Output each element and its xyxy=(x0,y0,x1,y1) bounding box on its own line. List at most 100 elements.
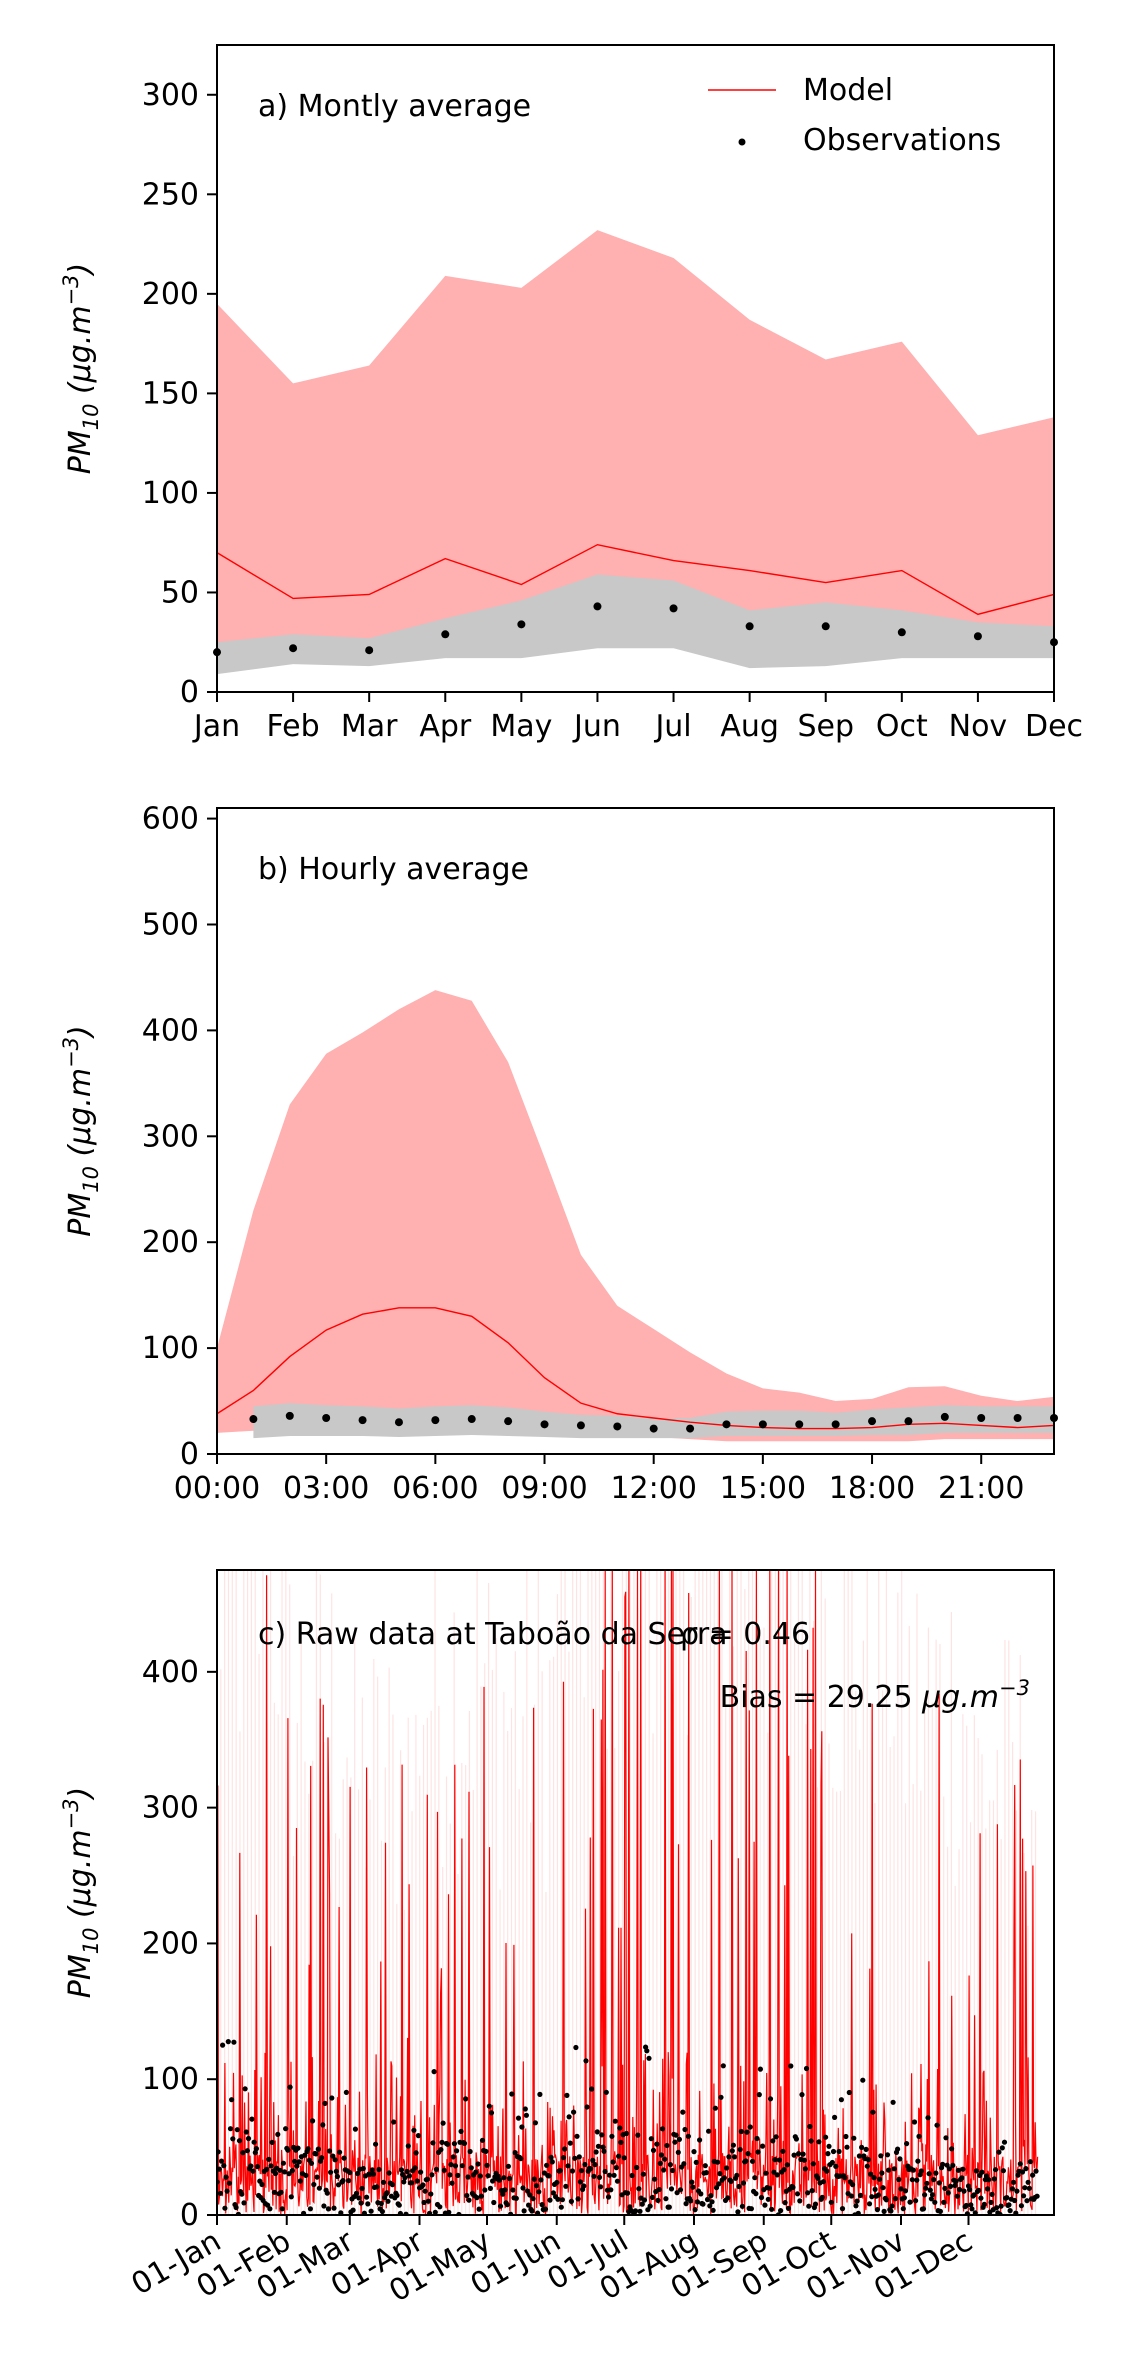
observation-point xyxy=(650,2147,657,2153)
observation-point xyxy=(728,2178,734,2184)
observation-point xyxy=(690,2184,696,2190)
observation-point xyxy=(745,2151,751,2157)
observation-point xyxy=(686,1424,695,1433)
observation-point xyxy=(347,2170,353,2176)
observation-point xyxy=(278,2189,284,2195)
x-tick-label: 00:00 xyxy=(174,1471,260,1506)
observation-point xyxy=(607,2172,613,2178)
observation-point xyxy=(594,2129,600,2135)
observation-point xyxy=(406,2173,412,2179)
observation-point xyxy=(877,2176,883,2182)
panel-c-ylabel: PM10 (μg.m−3) xyxy=(59,1787,103,1999)
observation-point xyxy=(961,2188,967,2194)
observation-point xyxy=(968,2202,974,2208)
observation-point xyxy=(721,2175,728,2181)
observation-point xyxy=(502,2187,508,2193)
observation-point xyxy=(807,2123,813,2130)
x-tick-label: Dec xyxy=(1025,709,1083,744)
observation-point xyxy=(517,620,526,629)
observation-point xyxy=(781,2167,787,2173)
observation-point xyxy=(496,2177,502,2183)
observation-point xyxy=(713,2185,720,2191)
observation-point xyxy=(904,1417,913,1426)
observation-point xyxy=(583,2058,589,2064)
observation-point xyxy=(558,2204,564,2210)
observation-point xyxy=(285,2147,291,2153)
observation-point xyxy=(593,602,602,611)
observation-point xyxy=(788,2063,794,2069)
observation-point xyxy=(799,2092,805,2098)
observation-point xyxy=(898,2186,904,2192)
observation-point xyxy=(805,2190,811,2196)
observation-point xyxy=(409,2180,415,2186)
observation-point xyxy=(524,2188,531,2194)
observation-point xyxy=(778,2208,784,2214)
panel-c-observations-series xyxy=(217,2039,1040,2215)
observation-point xyxy=(355,2170,361,2177)
observation-point xyxy=(881,2208,887,2214)
observation-point xyxy=(897,2156,903,2162)
model-range-band xyxy=(217,230,1054,653)
observation-point xyxy=(546,2173,552,2179)
observation-point xyxy=(819,2194,825,2200)
observation-point xyxy=(824,2168,830,2174)
observation-point xyxy=(573,2044,579,2051)
observation-point xyxy=(225,2039,231,2045)
observation-point xyxy=(708,2193,714,2199)
observation-point xyxy=(286,2171,292,2177)
observation-point xyxy=(320,2122,326,2128)
observation-point xyxy=(956,2186,963,2193)
observation-point xyxy=(869,2194,875,2200)
observation-point xyxy=(618,2139,624,2145)
observation-point xyxy=(488,2110,495,2116)
observation-point xyxy=(307,2206,313,2212)
observation-point xyxy=(896,2176,902,2183)
observation-point xyxy=(897,628,906,637)
observation-point xyxy=(946,2166,953,2172)
observation-point xyxy=(512,2150,518,2156)
observation-point xyxy=(364,2194,370,2200)
y-tick-label: 500 xyxy=(142,907,199,942)
observation-point xyxy=(704,2196,711,2203)
observation-point xyxy=(310,2118,316,2124)
observation-point xyxy=(924,2180,930,2186)
observation-point xyxy=(263,2166,270,2172)
observation-point xyxy=(440,2120,446,2126)
observation-point xyxy=(346,2178,352,2184)
observation-point xyxy=(468,2165,474,2171)
observation-point xyxy=(474,2195,480,2201)
observation-point xyxy=(538,2177,544,2183)
observation-point xyxy=(359,2185,365,2192)
observation-point xyxy=(992,2167,999,2173)
observation-point xyxy=(420,2182,426,2188)
legend-observations-swatch xyxy=(738,138,746,146)
observation-point xyxy=(497,2203,504,2209)
observation-point xyxy=(955,2167,962,2173)
observation-point xyxy=(376,2166,382,2173)
observation-point xyxy=(242,2086,248,2092)
observation-point xyxy=(1006,2202,1012,2208)
observation-point xyxy=(710,2207,716,2213)
observation-point xyxy=(428,2191,434,2197)
x-tick-label: 21:00 xyxy=(938,1471,1024,1506)
legend: Model Observations xyxy=(708,73,1001,158)
observation-point xyxy=(977,1413,986,1422)
panel-b-lines xyxy=(216,1307,1055,1430)
observation-point xyxy=(531,2176,537,2182)
observation-point xyxy=(283,2126,289,2132)
observation-point xyxy=(484,2162,490,2168)
observation-point xyxy=(527,2192,533,2198)
x-tick-label: Aug xyxy=(720,709,779,744)
observation-point xyxy=(717,2171,723,2177)
observation-point xyxy=(353,2190,360,2196)
observations-range-band xyxy=(253,1403,1055,1439)
observation-point xyxy=(249,2116,255,2122)
y-tick-label: 300 xyxy=(142,78,199,113)
observation-point xyxy=(756,2092,762,2098)
y-tick-label: 150 xyxy=(142,376,199,411)
observation-point xyxy=(749,2158,756,2164)
observation-point xyxy=(411,2127,417,2133)
observation-point xyxy=(767,2096,774,2102)
observation-point xyxy=(680,2109,686,2115)
observation-point xyxy=(596,2174,603,2180)
